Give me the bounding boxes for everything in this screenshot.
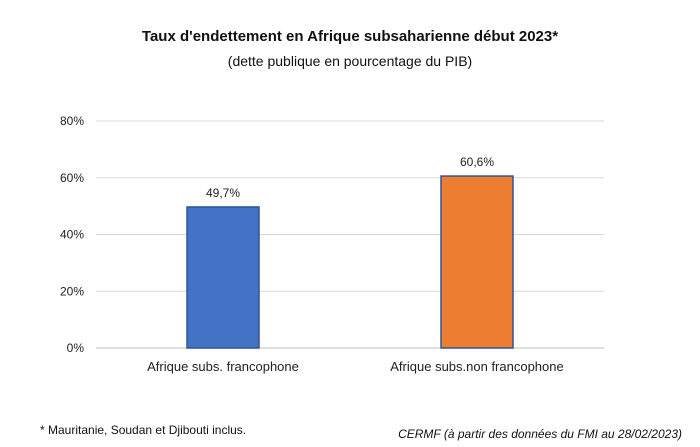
- chart-subtitle: (dette publique en pourcentage du PIB): [227, 53, 473, 69]
- data-label: 49,7%: [206, 186, 240, 200]
- y-tick-label: 40%: [60, 228, 84, 242]
- y-tick-label: 80%: [60, 114, 84, 128]
- bar: [186, 206, 260, 349]
- x-tick-label: Afrique subs.non francophone: [390, 359, 563, 374]
- bar: [440, 175, 514, 349]
- x-axis-ticks: Afrique subs. francophone Afrique subs.no…: [147, 359, 564, 374]
- data-label: 60,6%: [460, 155, 494, 169]
- y-tick-label: 20%: [60, 284, 84, 298]
- y-axis-ticks: 0% 20% 40% 60% 80%: [60, 114, 84, 355]
- chart-title: Taux d'endettement en Afrique subsaharie…: [141, 28, 559, 45]
- bars: 49,7% 60,6%: [186, 155, 514, 349]
- footnote: * Mauritanie, Soudan et Djibouti inclus.: [40, 423, 247, 437]
- y-tick-label: 0%: [67, 341, 85, 355]
- gridlines: [96, 120, 604, 349]
- y-tick-label: 60%: [60, 171, 84, 185]
- x-tick-label: Afrique subs. francophone: [147, 359, 299, 374]
- source-note: CERMF (à partir des données du FMI au 28…: [398, 427, 682, 441]
